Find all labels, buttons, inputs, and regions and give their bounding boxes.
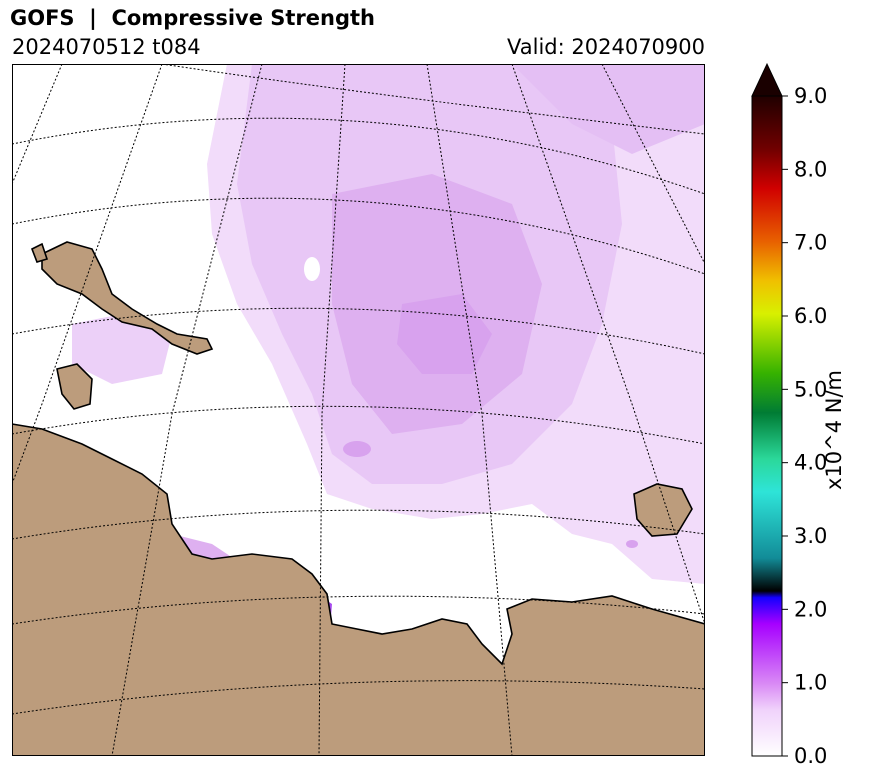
colorbar-tick-label: 6.0: [794, 304, 827, 328]
map-title: GOFS | Compressive Strength: [10, 6, 375, 30]
colorbar-tick-label: 1.0: [794, 671, 827, 695]
colorbar-tick-label: 9.0: [794, 84, 827, 108]
valid-label: Valid: 2024070900: [507, 35, 705, 59]
colorbar-scale: [751, 95, 783, 757]
run-label: 2024070512 t084: [12, 35, 201, 59]
map-panel: [12, 64, 705, 756]
colorbar-tick-label: 5.0: [794, 377, 827, 401]
land-masses: [12, 241, 705, 756]
colorbar-tick-label: 7.0: [794, 231, 827, 255]
graticule: [12, 64, 705, 756]
colorbar-units-label: x10^4 N/m: [822, 369, 846, 491]
colorbar: 0.0 1.0 2.0 3.0 4.0 5.0 6.0 7.0 8.0 9.0: [751, 62, 827, 768]
colorbar-tick-label: 0.0: [794, 744, 827, 768]
colorbar-tick-label: 8.0: [794, 157, 827, 181]
colorbar-extend-arrow: [751, 62, 783, 97]
colorbar-tick-label: 3.0: [794, 524, 827, 548]
ice-strength-field: [72, 64, 705, 629]
colorbar-tick-label: 4.0: [794, 451, 827, 475]
colorbar-ticks: 0.0 1.0 2.0 3.0 4.0 5.0 6.0 7.0 8.0 9.0: [782, 84, 827, 768]
colorbar-tick-label: 2.0: [794, 597, 827, 621]
